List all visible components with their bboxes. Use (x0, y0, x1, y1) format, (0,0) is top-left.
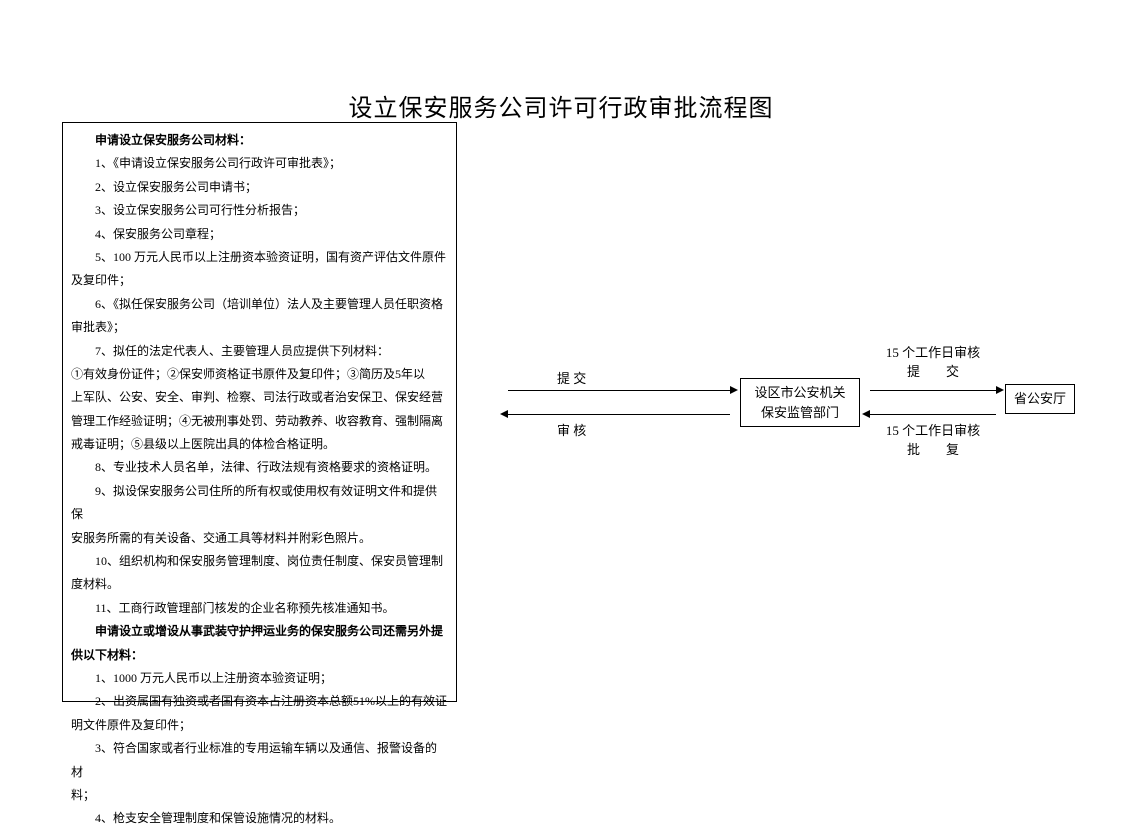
node-city-line2: 保安监管部门 (761, 403, 839, 423)
materials-item: 6、《拟任保安服务公司（培训单位）法人及主要管理人员任职资格 (71, 293, 448, 316)
materials-item: 11、工商行政管理部门核发的企业名称预先核准通知书。 (71, 597, 448, 620)
materials-header2b: 供以下材料： (71, 644, 448, 667)
materials-item: 2、出资属国有独资或者国有资本占注册资本总额51%以上的有效证 (71, 690, 448, 713)
materials-item: 4、保安服务公司章程； (71, 223, 448, 246)
materials-item: 8、专业技术人员名单，法律、行政法规有资格要求的资格证明。 (71, 456, 448, 479)
materials-item: 1、《申请设立保安服务公司行政许可审批表》； (71, 152, 448, 175)
materials-item: 度材料。 (71, 573, 448, 596)
materials-item: 9、拟设保安服务公司住所的所有权或使用权有效证明文件和提供保 (71, 480, 448, 527)
node-province-police: 省公安厅 (1005, 384, 1075, 414)
arrow-from-province-head (862, 410, 870, 418)
node-province-label: 省公安厅 (1014, 389, 1066, 409)
arrow-submit (508, 390, 730, 391)
materials-item: 3、符合国家或者行业标准的专用运输车辆以及通信、报警设备的材 (71, 737, 448, 784)
bot-right-l1: 15 个工作日审核 (870, 420, 996, 439)
materials-item: 管理工作经验证明；④无被刑事处罚、劳动教养、收容教育、强制隔离 (71, 410, 448, 433)
page-title: 设立保安服务公司许可行政审批流程图 (0, 88, 1122, 123)
top-right-label: 15 个工作日审核 提 交 (870, 342, 996, 380)
arrow-to-province (870, 390, 996, 391)
arrow-from-province (870, 414, 996, 415)
top-right-l2: 提 交 (870, 361, 996, 380)
arrow-to-province-head (996, 386, 1004, 394)
review-label: 审 核 (557, 420, 586, 439)
submit-label: 提 交 (557, 368, 586, 387)
node-city-police: 设区市公安机关 保安监管部门 (740, 378, 860, 427)
materials-item: 料； (71, 784, 448, 807)
arrow-review-head (500, 410, 508, 418)
materials-item: 5、100 万元人民币以上注册资本验资证明，国有资产评估文件原件 (71, 246, 448, 269)
arrow-review (508, 414, 730, 415)
node-city-line1: 设区市公安机关 (754, 383, 845, 403)
bot-right-l2: 批 复 (870, 439, 996, 458)
materials-item: ①有效身份证件；②保安师资格证书原件及复印件；③简历及5年以 (71, 363, 448, 386)
materials-item: 3、设立保安服务公司可行性分析报告； (71, 199, 448, 222)
materials-item: 戒毒证明；⑤县级以上医院出具的体检合格证明。 (71, 433, 448, 456)
materials-header1: 申请设立保安服务公司材料： (71, 129, 448, 152)
materials-item: 10、组织机构和保安服务管理制度、岗位责任制度、保安员管理制 (71, 550, 448, 573)
materials-item: 4、枪支安全管理制度和保管设施情况的材料。 (71, 807, 448, 830)
materials-header2: 申请设立或增设从事武装守护押运业务的保安服务公司还需另外提 (71, 620, 448, 643)
materials-item: 2、设立保安服务公司申请书； (71, 176, 448, 199)
materials-item: 审批表》； (71, 316, 448, 339)
materials-item: 上军队、公安、安全、审判、检察、司法行政或者治安保卫、保安经营 (71, 386, 448, 409)
bot-right-label: 15 个工作日审核 批 复 (870, 420, 996, 458)
materials-item: 7、拟任的法定代表人、主要管理人员应提供下列材料： (71, 340, 448, 363)
top-right-l1: 15 个工作日审核 (870, 342, 996, 361)
materials-item: 明文件原件及复印件； (71, 714, 448, 737)
materials-item: 及复印件； (71, 269, 448, 292)
materials-item: 1、1000 万元人民币以上注册资本验资证明； (71, 667, 448, 690)
arrow-submit-head (730, 386, 738, 394)
materials-box: 申请设立保安服务公司材料： 1、《申请设立保安服务公司行政许可审批表》； 2、设… (62, 122, 457, 702)
materials-item: 安服务所需的有关设备、交通工具等材料并附彩色照片。 (71, 527, 448, 550)
